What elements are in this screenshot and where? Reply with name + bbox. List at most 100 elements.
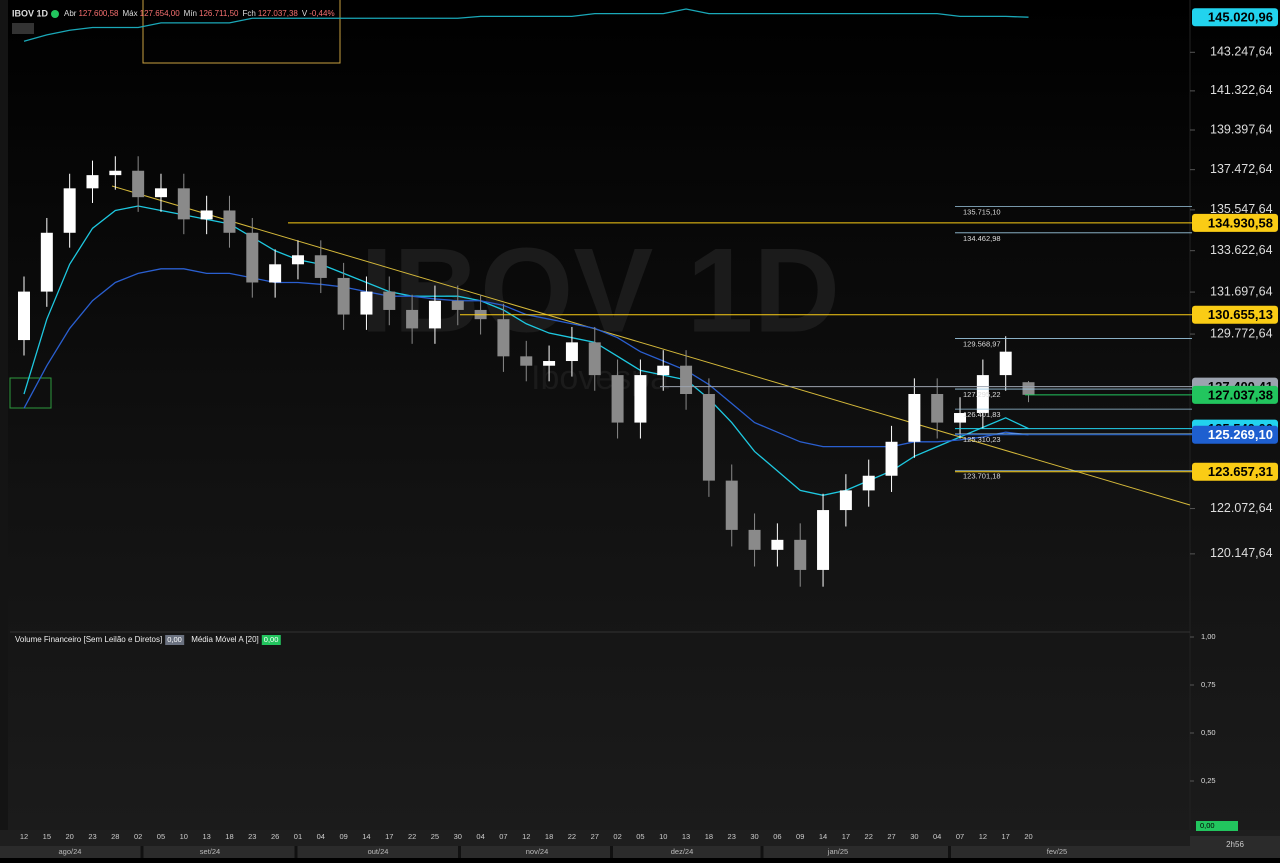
x-tick-label: 10 [659,832,667,841]
candle-body [634,375,647,423]
indicator-value: 0,00 [167,635,182,644]
y-tick-label: 139.397,64 [1210,122,1273,136]
month-label: jan/25 [827,847,848,856]
candle-body [200,210,213,220]
x-tick-label: 17 [842,832,850,841]
field-value: 126.711,50 [199,9,239,18]
candle-body [908,394,921,442]
field-label: Fch [242,9,255,18]
x-tick-label: 12 [20,832,28,841]
toolbar-btn[interactable] [12,23,34,34]
x-tick-label: 30 [454,832,462,841]
price-tag [1192,385,1278,404]
x-tick-label: 13 [202,832,210,841]
candle-body [497,319,510,357]
field-label: Abr [64,9,77,18]
y-tick-label: 135.547,64 [1210,202,1273,216]
candle-body [406,309,419,329]
moving-average [23,205,1029,496]
candle-body [657,365,670,376]
price-tag [1192,425,1278,444]
candle-body [771,539,784,550]
candle-body [314,255,327,278]
candle-body [885,441,898,476]
drawing-rect[interactable] [142,0,341,64]
x-tick-label: 09 [796,832,804,841]
price-tag [1192,8,1278,27]
x-tick-label: 30 [750,832,758,841]
x-tick-label: 23 [88,832,96,841]
price-tag [1192,462,1278,481]
candle-body [18,291,30,341]
x-tick-label: 23 [248,832,256,841]
candle-body [999,351,1012,376]
field-value: 127.654,00 [140,9,181,18]
x-tick-label: 07 [956,832,964,841]
indicator-box [261,635,281,645]
price-tag-label: 145.020,96 [1208,10,1273,25]
toolbar[interactable] [0,0,8,830]
y-tick-label: 143.247,64 [1210,45,1273,59]
price-tag-label: 127.037,38 [1208,387,1273,402]
y-tick-label: 141.322,64 [1210,83,1273,97]
x-tick-label: 01 [294,832,302,841]
x-tick-label: 09 [339,832,347,841]
x-tick-label: 04 [317,832,325,841]
x-tick-label: 20 [65,832,73,841]
candle-body [360,291,373,315]
y-tick-label: 0,25 [1201,776,1216,785]
price-tag [1192,213,1278,232]
y-tick-label: 1,00 [1201,632,1216,641]
field-label: Máx [123,9,138,18]
candle-body [86,175,99,189]
price-tag-label: 123.657,31 [1208,464,1273,479]
x-tick-label: 10 [180,832,188,841]
price-tag-label: 130.655,13 [1208,307,1273,322]
y-tick-label: 131.697,64 [1210,284,1273,298]
candle-body [794,539,807,570]
candle-body [565,342,578,362]
level-note: 134.462,98 [963,234,1001,243]
level-note: 127.295,22 [963,390,1001,399]
x-tick-label: 17 [385,832,393,841]
candle-body [588,342,601,376]
x-tick-label: 18 [545,832,553,841]
candle-body [725,480,738,530]
y-tick-label: 0,75 [1201,680,1216,689]
date-axis [0,830,1280,846]
candle-body [451,300,464,310]
candle-body [680,365,693,395]
candle-body [862,475,875,491]
candle-body [1022,382,1035,395]
trendline[interactable] [111,185,1191,506]
price-tag-label: 134.930,58 [1208,215,1273,230]
symbol[interactable]: IBOV 1D [12,8,49,18]
x-tick-label: 22 [568,832,576,841]
y-tick-label: 133.622,64 [1210,243,1273,257]
x-tick-label: 23 [728,832,736,841]
candle-body [543,361,556,366]
indicator-name: Volume Financeiro [Sem Leilão e Diretos] [15,635,162,644]
x-tick-label: 02 [613,832,621,841]
indicator-box [165,635,185,645]
volume-tag-label: 0,00 [1200,821,1215,830]
x-tick-label: 12 [522,832,530,841]
candle-body [154,188,167,198]
moving-average [23,8,1029,42]
status-dot [51,10,59,18]
month-label: fev/25 [1047,847,1067,856]
candle-body [246,232,259,283]
drawing-rect[interactable] [9,377,52,409]
watermark: IBOV 1D [360,224,840,358]
x-tick-label: 05 [636,832,644,841]
x-tick-label: 05 [157,832,165,841]
month-label: ago/24 [59,847,82,856]
field-value: -0,44% [309,9,334,18]
y-tick-label: 122.072,64 [1210,501,1273,515]
x-tick-label: 18 [225,832,233,841]
candle-body [40,232,53,292]
y-tick-label: 129.772,64 [1210,326,1273,340]
candle-body [269,264,282,283]
x-tick-label: 28 [111,832,119,841]
